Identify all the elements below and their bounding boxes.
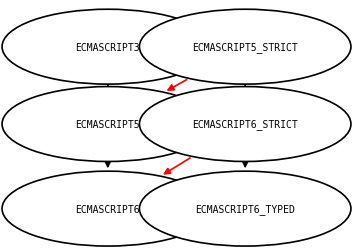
Ellipse shape <box>2 10 214 85</box>
Text: ECMASCRIPT6: ECMASCRIPT6 <box>76 204 140 214</box>
Text: ECMASCRIPT3: ECMASCRIPT3 <box>76 42 140 52</box>
Ellipse shape <box>139 172 351 246</box>
Ellipse shape <box>139 87 351 162</box>
Text: ECMASCRIPT6_STRICT: ECMASCRIPT6_STRICT <box>192 119 298 130</box>
Ellipse shape <box>2 87 214 162</box>
Text: ECMASCRIPT6_TYPED: ECMASCRIPT6_TYPED <box>195 203 295 214</box>
Ellipse shape <box>2 172 214 246</box>
Text: ECMASCRIPT5_STRICT: ECMASCRIPT5_STRICT <box>192 42 298 53</box>
Ellipse shape <box>139 10 351 85</box>
Text: ECMASCRIPT5: ECMASCRIPT5 <box>76 120 140 130</box>
